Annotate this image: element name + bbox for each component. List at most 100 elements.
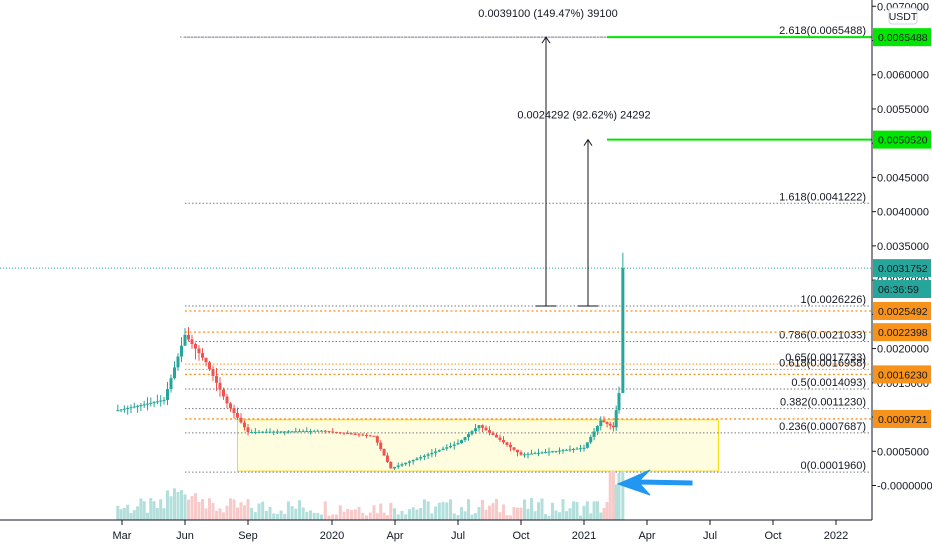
candle-body-114: [523, 454, 526, 456]
candle-body-134: [592, 431, 596, 437]
price-tick-label-10: 0.0020000: [877, 344, 929, 356]
volume-bar-109: [505, 515, 509, 520]
candle-body-63: [338, 432, 342, 434]
candle-body-69: [361, 434, 365, 436]
volume-bar-134: [592, 501, 596, 520]
volume-bar-104: [488, 505, 491, 520]
volume-bar-19: [180, 490, 183, 520]
volume-bar-39: [250, 507, 254, 520]
price-tag-label-2: 0.0031752: [878, 263, 928, 275]
currency-button[interactable]: [888, 7, 918, 25]
candle-body-123: [554, 450, 558, 452]
candle-body-67: [353, 433, 357, 435]
candle-body-38: [246, 427, 250, 433]
volume-bar-71: [368, 512, 372, 520]
volume-bar-111: [512, 507, 516, 520]
volume-bar-49: [286, 501, 290, 520]
candle-body-138: [605, 422, 609, 424]
volume-bar-72: [372, 505, 376, 520]
volume-bar-44: [268, 506, 272, 520]
candle-body-44: [268, 431, 272, 433]
fib-levels-layer: 2.618(0.0065488) 1.618(0.0041222) 1(0.0026…: [0, 25, 872, 473]
volume-bar-17: [173, 488, 176, 520]
volume-bar-69: [361, 512, 365, 520]
time-tick-label-6: Oct: [512, 530, 529, 542]
volume-bar-124: [558, 512, 561, 520]
candle-body-24: [197, 348, 201, 354]
candle-body-59: [323, 430, 327, 432]
candle-body-122: [551, 451, 554, 453]
volume-bar-23: [194, 493, 197, 520]
candle-body-19: [180, 345, 183, 357]
volume-bar-75: [382, 512, 386, 520]
candle-body-88: [430, 452, 434, 455]
volume-bar-25: [201, 499, 204, 520]
volume-bar-95: [456, 514, 460, 520]
candle-body-136: [599, 420, 603, 426]
candle-body-28: [211, 369, 215, 376]
candle-body-91: [441, 448, 445, 451]
candle-body-107: [498, 437, 502, 440]
candle-body-65: [346, 433, 350, 435]
volume-bar-18: [176, 491, 180, 520]
volume-bar-116: [530, 498, 533, 520]
candle-body-98: [467, 434, 470, 438]
candle-body-78: [393, 466, 397, 469]
time-tick-label-1: Jun: [176, 530, 194, 542]
volume-bar-60: [327, 515, 331, 520]
candle-body-8: [142, 404, 146, 406]
candle-body-83: [411, 459, 415, 462]
candle-body-31: [222, 389, 225, 397]
volume-bar-127: [568, 508, 572, 520]
candle-body-125: [561, 450, 565, 452]
candle-body-70: [365, 435, 368, 437]
volume-bar-46: [275, 513, 279, 520]
price-tag-5: [873, 323, 931, 342]
candle-body-100: [474, 428, 477, 432]
candle-body-101: [477, 425, 481, 429]
price-tag-7: [873, 409, 931, 428]
volume-bar-47: [279, 510, 283, 520]
volume-bar-51: [294, 508, 298, 520]
time-tick-label-2: Sep: [238, 530, 258, 542]
candle-body-89: [434, 451, 438, 453]
candle-body-53: [301, 431, 305, 433]
time-tick-label-9: Jul: [703, 530, 717, 542]
volume-bar-14: [162, 508, 166, 520]
volume-bar-45: [272, 513, 276, 520]
volume-bar-8: [142, 501, 146, 520]
volume-bar-78: [393, 508, 397, 520]
candle-body-81: [404, 462, 408, 465]
volume-bar-126: [565, 511, 568, 520]
volume-bar-112: [516, 507, 519, 520]
volume-bar-93: [449, 499, 453, 520]
fib-label-8: 0.236(0.0007687): [779, 421, 866, 433]
volume-bar-54: [305, 511, 309, 520]
fib-label-3: 0.786(0.0021033): [779, 330, 866, 342]
fib-label-7: 0.382(0.0011230): [780, 397, 866, 409]
candle-body-2: [122, 408, 126, 410]
price-tick-label-7: 0.0035000: [877, 241, 929, 253]
volume-bar-42: [261, 501, 265, 520]
volume-bar-48: [283, 513, 287, 520]
volume-bar-24: [197, 501, 201, 520]
volume-bar-137: [602, 508, 606, 520]
volume-bar-138: [605, 502, 609, 520]
candle-body-74: [379, 442, 383, 450]
volume-bar-102: [481, 499, 484, 520]
candle-body-115: [526, 453, 530, 455]
candle-body-76: [385, 455, 389, 462]
volume-bar-100: [474, 513, 477, 520]
volume-bar-38: [246, 499, 250, 520]
candle-body-32: [225, 396, 229, 404]
time-axis[interactable]: Mar Jun Sep 2020 Apr Jul Oct 2021 Apr Jul Oct 2022: [0, 519, 872, 542]
candle-body-104: [488, 430, 491, 433]
candle-body-39: [250, 432, 254, 434]
volume-bar-123: [554, 510, 558, 520]
fib-label-2: 1(0.0026226): [801, 294, 866, 306]
volume-bar-29: [215, 510, 218, 520]
fib-label-0: 2.618(0.0065488): [779, 25, 866, 37]
candle-body-7: [139, 405, 143, 407]
